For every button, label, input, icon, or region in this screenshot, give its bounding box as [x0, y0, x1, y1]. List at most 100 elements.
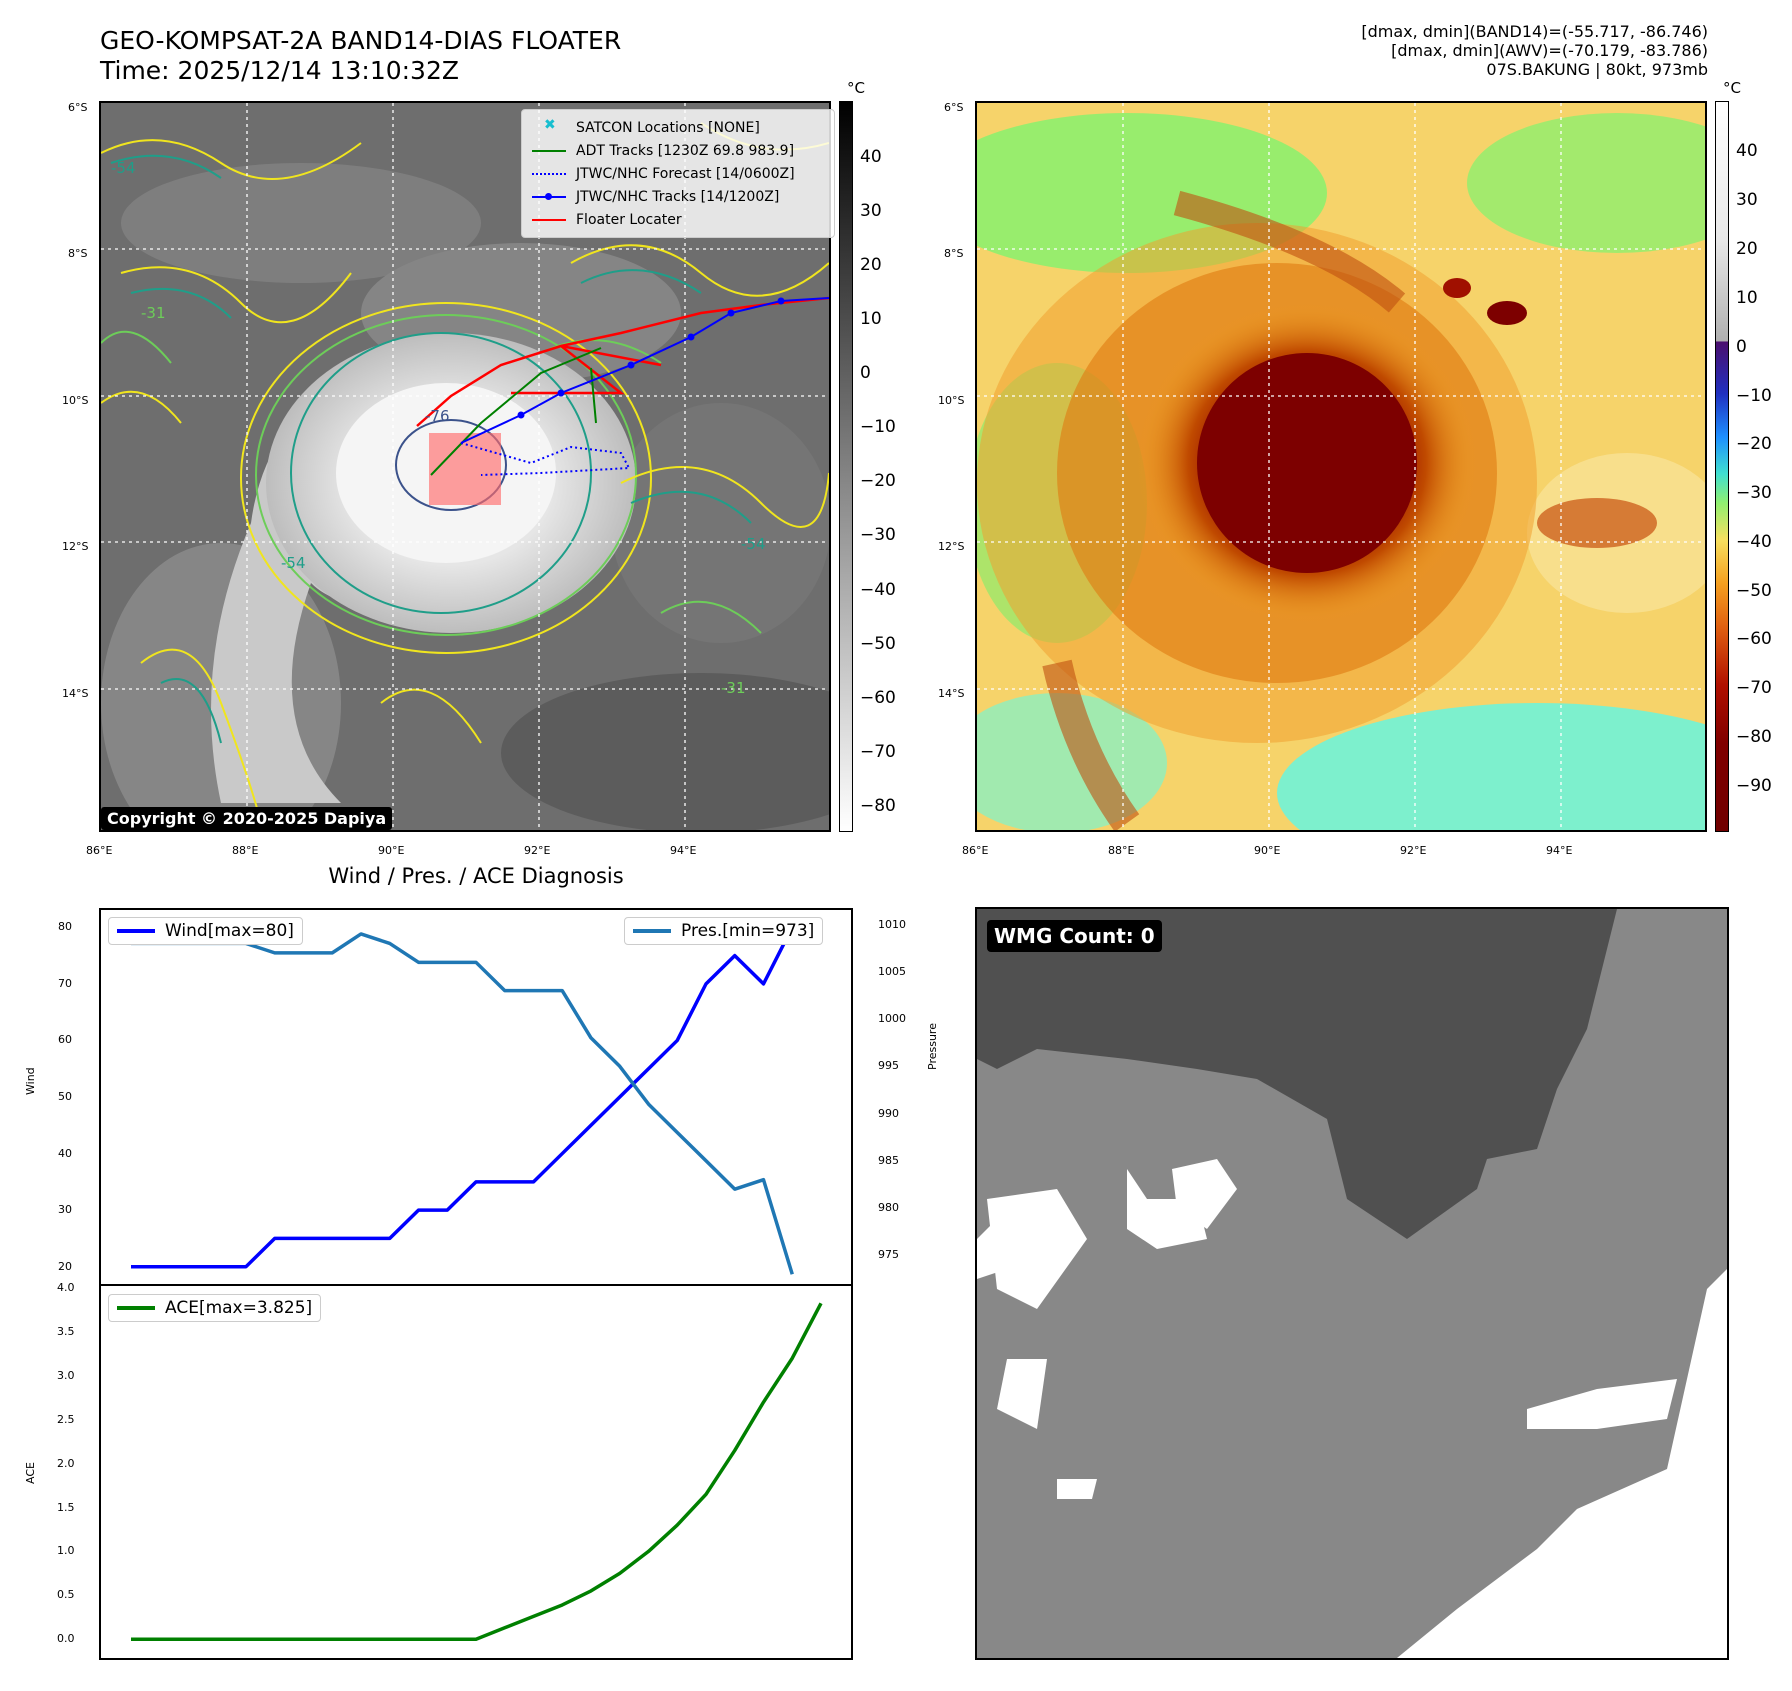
- stats-line-1: [dmax, dmin](BAND14)=(-55.717, -86.746): [1361, 22, 1708, 41]
- cb-tick: 0: [860, 363, 871, 383]
- wind-tick-label: 30: [58, 1203, 72, 1217]
- cb-tick: −60: [1736, 629, 1772, 649]
- cb-tick: −20: [1736, 434, 1772, 454]
- copyright-label: Copyright © 2020-2025 Dapiya: [101, 807, 393, 830]
- pressure-tick-label: 975: [878, 1248, 899, 1262]
- pressure-tick-label: 1010: [878, 917, 906, 931]
- ace-tick-label: 3.0: [57, 1368, 75, 1382]
- pressure-tick-label: 990: [878, 1106, 899, 1120]
- wmg-image: [977, 909, 1727, 1658]
- lon-tick: 88°E: [232, 844, 259, 857]
- cb-tick: 30: [1736, 190, 1758, 210]
- wind-tick-label: 40: [58, 1146, 72, 1160]
- ace-tick-label: 2.0: [57, 1456, 75, 1470]
- legend-item-satcon: ✖ SATCON Locations [NONE]: [532, 116, 824, 139]
- figure-title: GEO-KOMPSAT-2A BAND14-DIAS FLOATER Time:…: [100, 26, 621, 86]
- line-icon: [117, 929, 155, 933]
- lat-tick: 6°S: [944, 101, 964, 114]
- cb-tick: −30: [860, 525, 896, 545]
- cb-tick: −10: [860, 417, 896, 437]
- ace-series-line: [131, 1302, 823, 1641]
- ace-axis-label: ACE: [24, 1462, 37, 1484]
- wind-axis-label: Wind: [24, 1067, 37, 1095]
- x-marker-icon: ✖: [544, 116, 556, 133]
- cb-tick: −50: [1736, 581, 1772, 601]
- cb-tick: −10: [1736, 386, 1772, 406]
- stats-line-3: 07S.BAKUNG | 80kt, 973mb: [1486, 60, 1708, 79]
- wmg-panel: [975, 907, 1729, 1660]
- title-line-2: Time: 2025/12/14 13:10:32Z: [100, 56, 459, 85]
- adt-track: [430, 347, 602, 476]
- line-icon: [633, 929, 671, 933]
- contour-label: -31: [141, 304, 166, 322]
- wind-tick-label: 50: [58, 1090, 72, 1103]
- legend-item-adt: ADT Tracks [1230Z 69.8 983.9]: [532, 139, 824, 162]
- ace-panel: [99, 1284, 853, 1660]
- cb-tick: −20: [860, 471, 896, 491]
- contour-label: -54: [281, 554, 306, 572]
- lon-tick: 90°E: [378, 844, 405, 857]
- ace-tick-label: 3.5: [57, 1324, 75, 1338]
- lon-tick: 92°E: [524, 844, 551, 857]
- stats-block: [dmax, dmin](BAND14)=(-55.717, -86.746) …: [1361, 22, 1708, 79]
- pressure-tick-label: 1000: [878, 1012, 906, 1026]
- wind-tick-label: 20: [58, 1259, 72, 1273]
- cb-tick: 10: [1736, 288, 1758, 308]
- cb-tick: −90: [1736, 776, 1772, 796]
- lon-tick: 86°E: [962, 844, 989, 857]
- ace-tick-label: 0.5: [57, 1588, 75, 1602]
- ace-tick-label: 4.0: [57, 1281, 75, 1294]
- cb-tick: −70: [860, 742, 896, 762]
- dot-line-icon: [532, 191, 566, 203]
- pressure-tick-label: 985: [878, 1153, 899, 1167]
- ace-tick-label: 0.0: [57, 1632, 75, 1646]
- lat-tick: 8°S: [944, 247, 964, 260]
- wind-pres-plot: [131, 925, 821, 1275]
- legend-item-forecast: JTWC/NHC Forecast [14/0600Z]: [532, 162, 824, 185]
- cb-tick: −30: [1736, 483, 1772, 503]
- contour-label: -54: [741, 535, 766, 553]
- awv-colorbar-unit: °C: [1723, 79, 1741, 97]
- cb-tick: 20: [1736, 239, 1758, 259]
- ace-tick-label: 2.5: [57, 1412, 75, 1426]
- lon-tick: 90°E: [1254, 844, 1281, 857]
- cb-tick: 10: [860, 309, 882, 329]
- ace-legend: ACE[max=3.825]: [108, 1294, 322, 1322]
- cb-tick: 20: [860, 255, 882, 275]
- floater-locater-track: [416, 296, 829, 427]
- lat-tick: 14°S: [938, 687, 965, 700]
- awv-map-image: [977, 103, 1705, 830]
- lon-tick: 88°E: [1108, 844, 1135, 857]
- cb-tick: 30: [860, 201, 882, 221]
- diag-title: Wind / Pres. / ACE Diagnosis: [328, 864, 624, 888]
- ace-plot: [131, 1302, 823, 1641]
- cb-tick: −50: [860, 634, 896, 654]
- dotted-line-icon: [532, 168, 566, 180]
- ir-map-image: -76 -54 -54 -31 -31 -54: [101, 103, 829, 830]
- pres-legend: Pres.[min=973]: [624, 917, 824, 945]
- ir-colorbar: [839, 101, 853, 832]
- ace-tick-label: 1.5: [57, 1500, 75, 1514]
- ir-colorbar-unit: °C: [847, 79, 865, 97]
- wind-legend: Wind[max=80]: [108, 917, 303, 945]
- line-icon: [117, 1306, 155, 1310]
- wind-tick-label: 80: [58, 920, 72, 934]
- jtwc-track: [460, 297, 829, 444]
- wind-tick-label: 60: [58, 1033, 72, 1047]
- contour-label: -31: [721, 679, 746, 697]
- wmg-count-label: WMG Count: 0: [987, 920, 1162, 952]
- jtwc-forecast: [460, 442, 631, 476]
- pressure-tick-label: 1005: [878, 964, 906, 978]
- pressure-tick-label: 995: [878, 1059, 899, 1073]
- lon-tick: 92°E: [1400, 844, 1427, 857]
- awv-map: [975, 101, 1707, 832]
- lon-tick: 86°E: [86, 844, 113, 857]
- pres-axis-label: Pressure: [926, 1023, 939, 1070]
- lon-tick: 94°E: [1546, 844, 1573, 857]
- wind-tick-label: 70: [58, 976, 72, 990]
- contour-label: -54: [111, 159, 136, 177]
- lat-tick: 10°S: [938, 394, 965, 407]
- cb-tick: −80: [1736, 727, 1772, 747]
- line-icon: [532, 145, 566, 157]
- lat-tick: 8°S: [68, 247, 88, 260]
